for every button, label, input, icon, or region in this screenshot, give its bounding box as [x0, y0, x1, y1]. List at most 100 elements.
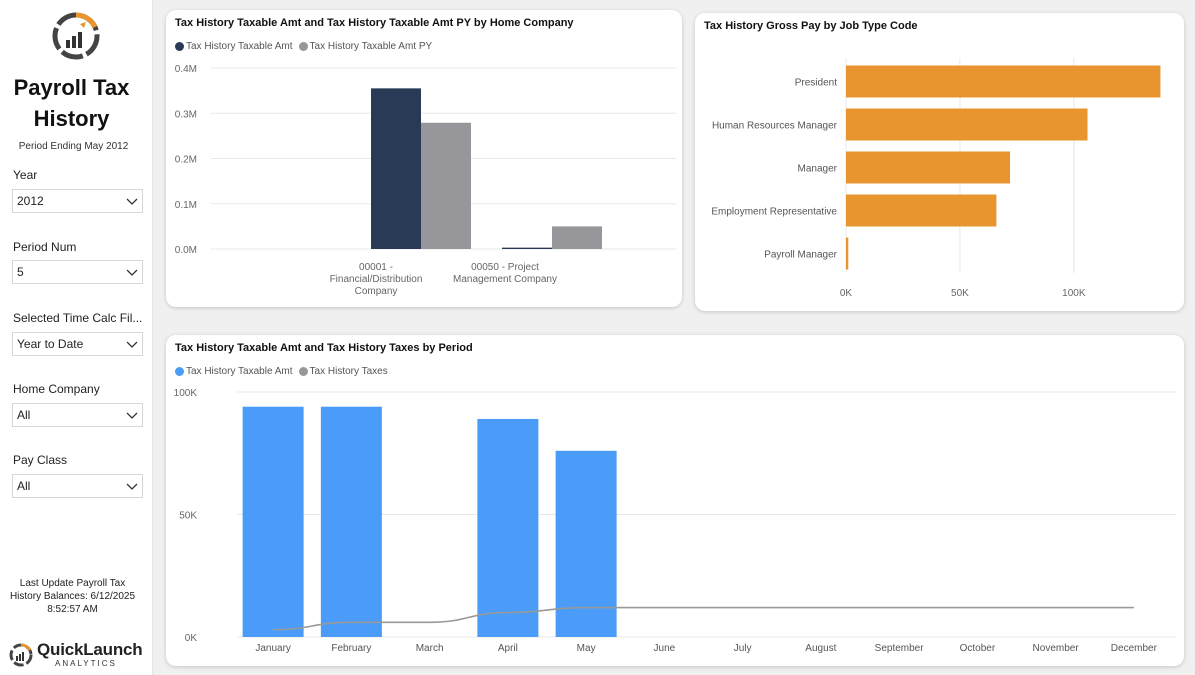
x-tick-label: Company: [355, 286, 398, 297]
chevron-down-icon: [126, 412, 138, 419]
brand-name: QuickLaunch: [37, 640, 143, 659]
chevron-down-icon: [126, 198, 138, 205]
home-company-slicer-value: All: [17, 408, 31, 422]
x-tick-label: August: [805, 643, 836, 654]
x-tick-label: Management Company: [453, 274, 557, 285]
x-tick-label: 50K: [951, 288, 969, 299]
legend-dot-icon: [175, 367, 184, 376]
legend-dot-icon: [298, 42, 308, 51]
x-tick-label: March: [416, 643, 444, 654]
x-tick-label: February: [331, 643, 371, 654]
period-chart-card[interactable]: Tax History Taxable Amt and Tax History …: [166, 335, 1184, 666]
report-title: Payroll Tax History: [13, 75, 130, 131]
x-tick-label: September: [875, 643, 925, 654]
legend-label: Tax History Taxes: [309, 366, 388, 377]
job-type-bar-chart[interactable]: 0K 50K 100K President Human Resources Manage…: [695, 13, 1184, 311]
legend-dot-icon: [298, 367, 308, 376]
pay-class-slicer-dropdown[interactable]: All: [12, 474, 143, 498]
x-tick-label: July: [734, 643, 752, 654]
bar[interactable]: [846, 237, 849, 270]
bar[interactable]: [502, 247, 552, 249]
year-slicer-label: Year: [13, 168, 38, 182]
time-calc-slicer-label: Selected Time Calc Fil...: [13, 311, 143, 325]
period-ending-label: Period Ending May 2012: [18, 141, 129, 152]
x-tick-label: Financial/Distribution: [330, 274, 423, 285]
x-tick-label: 0K: [840, 288, 853, 299]
y-tick-label: Payroll Manager: [764, 250, 837, 261]
legend-item[interactable]: Tax History Taxable Amt: [175, 366, 293, 377]
chart-title: Tax History Taxable Amt and Tax History …: [175, 342, 473, 354]
taxes-series-line: [273, 606, 1134, 631]
home-company-chart-card[interactable]: Tax History Taxable Amt and Tax History …: [166, 10, 682, 307]
chart-legend: Tax History Taxable Amt Tax History Taxe…: [175, 366, 394, 377]
report-logo-icon: [52, 12, 100, 60]
chevron-down-icon: [126, 269, 138, 276]
period-combo-chart[interactable]: 0K 50K 100K January February March April May Jun…: [166, 335, 1184, 666]
job-type-chart-card[interactable]: Tax History Gross Pay by Job Type Code 0…: [695, 13, 1184, 311]
x-tick-label: April: [498, 643, 518, 654]
bar[interactable]: [421, 122, 471, 249]
legend-item[interactable]: Tax History Taxable Amt PY: [298, 41, 433, 52]
brand-subtitle: ANALYTICS: [55, 659, 117, 668]
home-company-slicer-label: Home Company: [13, 382, 100, 396]
home-company-slicer-dropdown[interactable]: All: [12, 403, 143, 427]
y-tick-label: 0.3M: [175, 109, 197, 120]
bar[interactable]: [477, 418, 539, 637]
legend-label: Tax History Taxable Amt PY: [309, 41, 433, 52]
filter-sidebar: Payroll Tax History Period Ending May 20…: [0, 0, 153, 675]
period-num-slicer-label: Period Num: [13, 240, 77, 254]
y-tick-label: 50K: [179, 511, 197, 522]
bar[interactable]: [371, 88, 421, 249]
x-tick-label: January: [255, 643, 291, 654]
x-tick-label: 00050 - Project: [471, 262, 539, 273]
y-tick-label: Human Resources Manager: [712, 121, 838, 132]
y-tick-label: President: [795, 78, 837, 89]
period-num-slicer-dropdown[interactable]: 5: [12, 260, 143, 284]
last-update-line: History Balances: 6/12/2025: [9, 591, 136, 602]
bar[interactable]: [320, 406, 382, 637]
bar[interactable]: [846, 108, 1088, 141]
year-slicer-dropdown[interactable]: 2012: [12, 189, 143, 213]
legend-item[interactable]: Tax History Taxable Amt: [175, 41, 293, 52]
chevron-down-icon: [126, 483, 138, 490]
time-calc-slicer-dropdown[interactable]: Year to Date: [12, 332, 143, 356]
bar[interactable]: [846, 194, 997, 227]
y-tick-label: 100K: [174, 388, 198, 399]
y-tick-label: 0.0M: [175, 245, 197, 256]
bar[interactable]: [552, 226, 602, 249]
bar[interactable]: [846, 65, 1161, 98]
quicklaunch-logo: QuickLaunch ANALYTICS: [8, 640, 148, 672]
x-tick-label: May: [577, 643, 596, 654]
legend-item[interactable]: Tax History Taxes: [298, 366, 388, 377]
bar[interactable]: [555, 450, 617, 637]
last-update-line: Last Update Payroll Tax: [19, 578, 126, 589]
legend-label: Tax History Taxable Amt: [186, 41, 293, 52]
y-tick-label: 0.1M: [175, 200, 197, 211]
y-tick-label: 0.2M: [175, 155, 197, 166]
last-update-line: 8:52:57 AM: [47, 604, 98, 615]
chevron-down-icon: [126, 341, 138, 348]
time-calc-slicer-value: Year to Date: [17, 337, 84, 351]
y-tick-label: 0.4M: [175, 64, 197, 75]
quicklaunch-logo-icon: [9, 643, 33, 667]
x-tick-label: October: [960, 643, 996, 654]
chart-legend: Tax History Taxable Amt Tax History Taxa…: [175, 41, 438, 52]
pay-class-slicer-label: Pay Class: [13, 453, 68, 467]
chart-title: Tax History Taxable Amt and Tax History …: [175, 17, 574, 29]
year-slicer-value: 2012: [17, 194, 44, 208]
x-tick-label: 100K: [1062, 288, 1086, 299]
period-num-slicer-value: 5: [17, 265, 24, 279]
legend-label: Tax History Taxable Amt: [186, 366, 293, 377]
x-tick-label: June: [654, 643, 676, 654]
y-tick-label: Manager: [798, 164, 838, 175]
bar[interactable]: [242, 406, 304, 637]
bar[interactable]: [846, 151, 1011, 184]
home-company-bar-chart[interactable]: 0.0M 0.1M 0.2M 0.3M 0.4M 00001 -Financial/Dis…: [166, 10, 682, 307]
x-tick-label: December: [1111, 643, 1158, 654]
last-update-text: Last Update Payroll Tax History Balances…: [0, 577, 145, 616]
pay-class-slicer-value: All: [17, 479, 31, 493]
y-tick-label: 0K: [185, 633, 198, 644]
x-tick-label: 00001 -: [359, 262, 393, 273]
y-tick-label: Employment Representative: [711, 207, 837, 218]
x-tick-label: November: [1033, 643, 1080, 654]
